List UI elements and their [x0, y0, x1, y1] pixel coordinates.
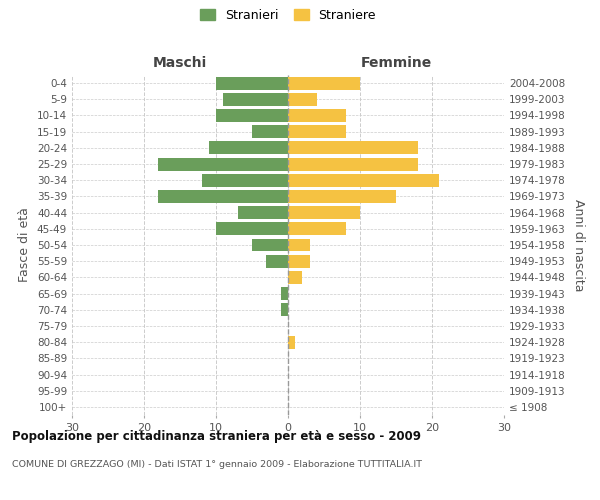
- Bar: [288, 174, 439, 186]
- Bar: [252, 125, 288, 138]
- Bar: [202, 174, 288, 186]
- Bar: [288, 271, 302, 284]
- Bar: [288, 190, 396, 203]
- Bar: [288, 142, 418, 154]
- Bar: [288, 254, 310, 268]
- Bar: [288, 158, 418, 170]
- Bar: [288, 336, 295, 348]
- Bar: [158, 190, 288, 203]
- Bar: [216, 222, 288, 235]
- Bar: [288, 76, 360, 90]
- Bar: [281, 287, 288, 300]
- Bar: [288, 109, 346, 122]
- Bar: [158, 158, 288, 170]
- Text: Popolazione per cittadinanza straniera per età e sesso - 2009: Popolazione per cittadinanza straniera p…: [12, 430, 421, 443]
- Bar: [288, 125, 346, 138]
- Text: Femmine: Femmine: [361, 56, 431, 70]
- Bar: [216, 76, 288, 90]
- Bar: [288, 222, 346, 235]
- Bar: [216, 109, 288, 122]
- Bar: [288, 206, 360, 219]
- Bar: [281, 304, 288, 316]
- Bar: [266, 254, 288, 268]
- Text: COMUNE DI GREZZAGO (MI) - Dati ISTAT 1° gennaio 2009 - Elaborazione TUTTITALIA.I: COMUNE DI GREZZAGO (MI) - Dati ISTAT 1° …: [12, 460, 422, 469]
- Bar: [223, 93, 288, 106]
- Bar: [209, 142, 288, 154]
- Legend: Stranieri, Straniere: Stranieri, Straniere: [200, 8, 376, 22]
- Y-axis label: Fasce di età: Fasce di età: [19, 208, 31, 282]
- Bar: [238, 206, 288, 219]
- Text: Maschi: Maschi: [153, 56, 207, 70]
- Bar: [252, 238, 288, 252]
- Bar: [288, 238, 310, 252]
- Y-axis label: Anni di nascita: Anni di nascita: [572, 198, 585, 291]
- Bar: [288, 93, 317, 106]
